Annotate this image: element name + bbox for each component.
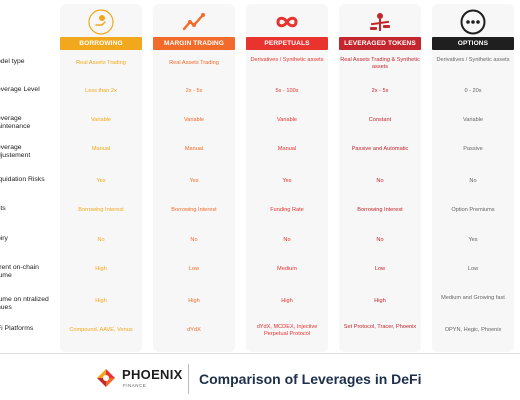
page-title: Comparison of Leverages in DeFi <box>199 371 422 387</box>
table-cell: Real Assets Trading <box>76 60 126 66</box>
row-label: sts <box>0 205 6 212</box>
row-label: rrent on-chain lume <box>0 264 39 279</box>
table-cell: Real Assets Trading & Synthetic assets <box>340 57 420 70</box>
table-cell: Low <box>467 266 479 272</box>
row-label: everage djustement <box>0 144 31 159</box>
table-cell: dYdX, MCDEX, Injective Perpetual Protoco… <box>256 324 318 337</box>
footer-divider <box>0 353 520 354</box>
table-cell: Manual <box>91 146 111 152</box>
table-cell: 2x - 5x <box>185 88 203 94</box>
table-cell: Medium and Growing fast <box>441 295 505 301</box>
column-header-leveraged_tokens: LEVERAGED TOKENS <box>339 37 421 50</box>
brand-subtitle: FINANCE <box>123 383 147 388</box>
table-cell: Real Assets Trading <box>169 60 219 66</box>
table-cell: Yes <box>468 237 478 243</box>
column-header-margin_trading: MARGIN TRADING <box>153 37 235 50</box>
infinity-icon <box>246 8 328 36</box>
trend-line-icon <box>153 8 235 36</box>
table-cell: Constant <box>368 117 392 123</box>
column-header-perpetuals: PERPETUALS <box>246 37 328 50</box>
table-cell: Variable <box>183 117 205 123</box>
table-cell: Manual <box>184 146 204 152</box>
table-cell: Yes <box>189 178 199 184</box>
table-cell: Low <box>188 266 200 272</box>
table-cell: Yes <box>96 178 106 184</box>
table-cell: OPYN, Hegic, Phoenix <box>444 327 502 333</box>
table-cell: No <box>376 237 384 243</box>
table-cell: Borrowing Interest <box>357 207 403 213</box>
table-cell: Passive <box>463 146 483 152</box>
table-cell: No <box>469 178 477 184</box>
table-cell: dYdX <box>187 327 201 333</box>
footer-separator <box>188 364 189 394</box>
table-cell: Set Protocol, Tracer, Phoenix <box>343 324 417 330</box>
table-cell: 5x - 100x <box>275 88 299 94</box>
table-cell: Compound, AAVE, Venus <box>69 327 133 333</box>
column-options <box>432 4 514 352</box>
balance-scale-icon <box>339 8 421 36</box>
table-cell: High <box>95 298 107 304</box>
table-cell: Medium <box>277 266 297 272</box>
table-cell: 2x - 5x <box>371 88 389 94</box>
table-cell: No <box>283 237 291 243</box>
row-label: everage Level <box>0 86 40 93</box>
row-label: everage aintenance <box>0 115 31 130</box>
table-cell: Funding Rate <box>270 207 304 213</box>
ellipsis-icon <box>432 8 514 36</box>
table-cell: Variable <box>276 117 298 123</box>
table-cell: High <box>374 298 386 304</box>
table-cell: High <box>95 266 107 272</box>
table-cell: Passive and Automatic <box>351 146 409 152</box>
table-cell: No <box>97 237 105 243</box>
column-header-borrowing: BORROWING <box>60 37 142 50</box>
table-cell: High <box>188 298 200 304</box>
brand-name: PHOENIX <box>122 367 183 382</box>
table-cell: No <box>190 237 198 243</box>
column-margin_trading <box>153 4 235 352</box>
table-cell: Borrowing Interest <box>78 207 124 213</box>
row-label: lume on ntralized nues <box>0 296 49 311</box>
table-cell: Borrowing Interest <box>171 207 217 213</box>
table-cell: Option Premiums <box>451 207 495 213</box>
footer: PHOENIX FINANCE Comparison of Leverages … <box>0 359 520 400</box>
table-cell: Manual <box>277 146 297 152</box>
column-perpetuals <box>246 4 328 352</box>
table-cell: 0 - 20x <box>464 88 482 94</box>
table-cell: Derivatives / Synthetic assets <box>436 57 510 63</box>
phoenix-logo-icon <box>97 369 115 387</box>
column-borrowing <box>60 4 142 352</box>
column-leveraged_tokens <box>339 4 421 352</box>
row-label: Fi Platforms <box>0 325 34 332</box>
table-cell: Variable <box>462 117 484 123</box>
table-cell: Variable <box>90 117 112 123</box>
table-cell: Derivatives / Synthetic assets <box>250 57 324 63</box>
row-label: piry <box>0 235 8 242</box>
table-cell: No <box>376 178 384 184</box>
column-header-options: OPTIONS <box>432 37 514 50</box>
table-cell: Low <box>374 266 386 272</box>
comparison-table: BORROWING MARGIN TRADING PERPETUALS LEVERAG… <box>0 4 514 352</box>
table-cell: Less than 2x <box>85 88 117 94</box>
table-cell: Yes <box>282 178 292 184</box>
row-label: odel type <box>0 58 25 65</box>
money-hand-icon <box>60 8 142 36</box>
row-label: iquidation Risks <box>0 176 45 183</box>
table-cell: High <box>281 298 293 304</box>
